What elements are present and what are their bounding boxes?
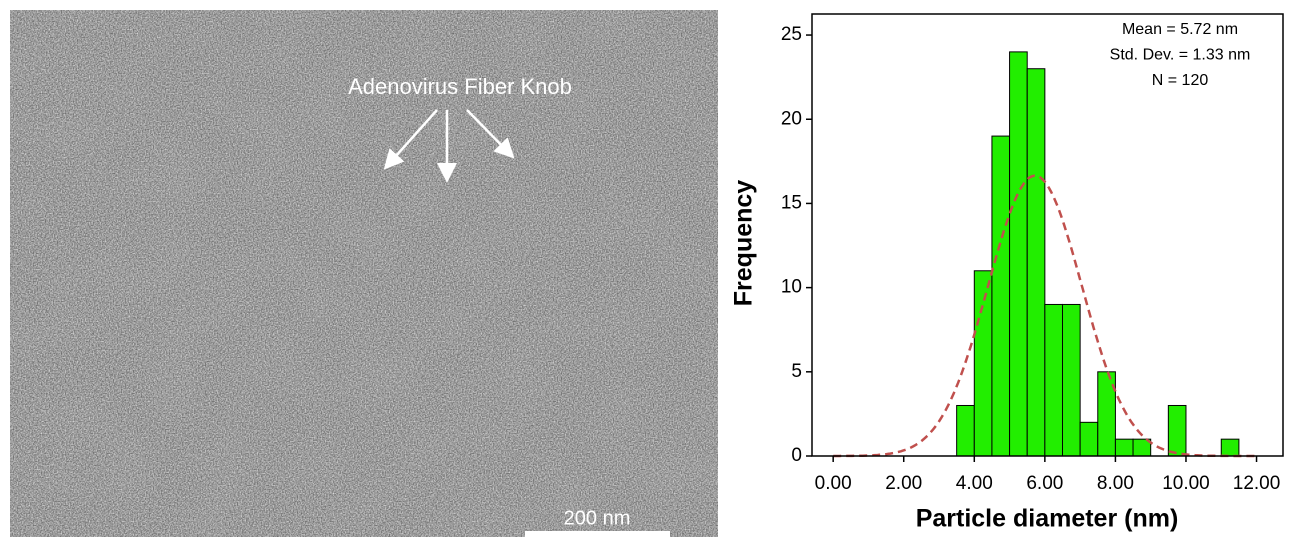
bar — [1079, 421, 1099, 457]
y-tick-label: 15 — [781, 192, 802, 213]
arrow — [466, 109, 515, 159]
bar — [1009, 51, 1028, 457]
bar — [991, 135, 1011, 457]
bar — [973, 270, 993, 457]
y-tick-label: 25 — [781, 24, 802, 45]
annotation: Mean = 5.72 nm — [1122, 21, 1238, 38]
plot-frame — [811, 13, 1284, 457]
bar — [1044, 303, 1063, 457]
x-tick-label: 10.00 — [1162, 473, 1210, 494]
arrow — [383, 109, 438, 170]
x-tick-label: 6.00 — [1026, 473, 1063, 494]
bar — [1114, 438, 1134, 457]
x-tick-label: 12.00 — [1233, 473, 1281, 494]
x-tick-label: 8.00 — [1097, 473, 1134, 494]
x-axis-label: Particle diameter (nm) — [916, 505, 1179, 533]
y-tick-label: 10 — [781, 277, 802, 298]
annotation: N = 120 — [1152, 72, 1209, 89]
x-tick-label: 4.00 — [956, 473, 993, 494]
y-tick-label: 0 — [791, 445, 802, 466]
bar — [1026, 68, 1046, 457]
y-tick-label: 5 — [791, 361, 802, 382]
bar — [1167, 404, 1187, 457]
histogram-chart: 0 5 10 15 20 25 0.00 2.00 4.00 6.00 8.00 10.00 12.00… — [730, 13, 1284, 533]
micrograph: Adenovirus Fiber Knob 200 nm — [10, 10, 718, 537]
bar — [956, 404, 975, 457]
y-axis-label: Frequency — [730, 180, 758, 307]
scale-bar — [525, 531, 670, 537]
x-tick-label: 0.00 — [815, 473, 852, 494]
image-label: Adenovirus Fiber Knob — [348, 74, 572, 99]
y-tick-label: 20 — [781, 108, 802, 129]
annotation: Std. Dev. = 1.33 nm — [1110, 47, 1251, 64]
scale-bar-label: 200 nm — [564, 507, 631, 529]
bar — [1061, 303, 1081, 457]
bar — [1220, 438, 1240, 457]
fit-curve — [833, 174, 1257, 458]
x-tick-label: 2.00 — [885, 473, 922, 494]
